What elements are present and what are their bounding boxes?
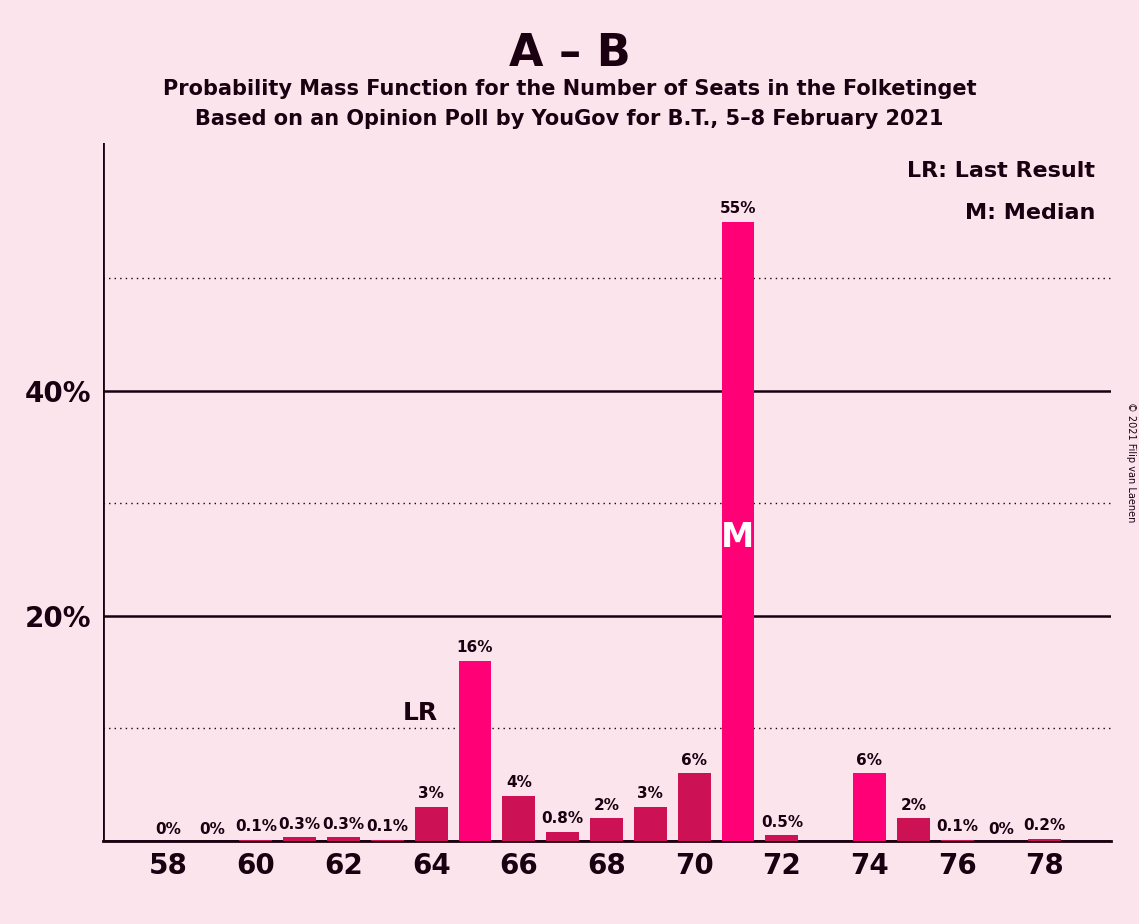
Bar: [896, 819, 929, 841]
Bar: [722, 222, 754, 841]
Text: 0.1%: 0.1%: [936, 819, 978, 834]
Text: 6%: 6%: [857, 753, 883, 768]
Text: 2%: 2%: [900, 797, 926, 813]
Text: 2%: 2%: [593, 797, 620, 813]
Text: 3%: 3%: [418, 786, 444, 801]
Text: M: M: [721, 520, 755, 553]
Text: © 2021 Filip van Laenen: © 2021 Filip van Laenen: [1126, 402, 1136, 522]
Bar: [853, 773, 886, 841]
Bar: [327, 837, 360, 841]
Text: 0.3%: 0.3%: [322, 817, 364, 832]
Text: LR: LR: [403, 701, 437, 725]
Text: Probability Mass Function for the Number of Seats in the Folketinget: Probability Mass Function for the Number…: [163, 79, 976, 99]
Text: 0.8%: 0.8%: [542, 811, 584, 826]
Bar: [590, 819, 623, 841]
Text: 0.1%: 0.1%: [367, 819, 409, 834]
Bar: [371, 840, 404, 841]
Text: 0.3%: 0.3%: [279, 817, 321, 832]
Text: 0.1%: 0.1%: [235, 819, 277, 834]
Text: LR: Last Result: LR: Last Result: [908, 161, 1096, 181]
Text: 0%: 0%: [988, 822, 1014, 837]
Bar: [239, 840, 272, 841]
Bar: [502, 796, 535, 841]
Text: 0.5%: 0.5%: [761, 815, 803, 830]
Bar: [284, 837, 317, 841]
Text: 0%: 0%: [199, 822, 226, 837]
Text: 55%: 55%: [720, 201, 756, 216]
Text: 0.2%: 0.2%: [1024, 818, 1066, 833]
Text: A – B: A – B: [509, 32, 630, 76]
Bar: [765, 835, 798, 841]
Text: 6%: 6%: [681, 753, 707, 768]
Text: M: Median: M: Median: [965, 202, 1096, 223]
Bar: [459, 661, 491, 841]
Text: Based on an Opinion Poll by YouGov for B.T., 5–8 February 2021: Based on an Opinion Poll by YouGov for B…: [195, 109, 944, 129]
Text: 0%: 0%: [155, 822, 181, 837]
Bar: [941, 840, 974, 841]
Text: 16%: 16%: [457, 640, 493, 655]
Text: 3%: 3%: [638, 786, 663, 801]
Bar: [547, 832, 579, 841]
Bar: [634, 807, 666, 841]
Text: 4%: 4%: [506, 775, 532, 790]
Bar: [678, 773, 711, 841]
Bar: [415, 807, 448, 841]
Bar: [1029, 839, 1062, 841]
